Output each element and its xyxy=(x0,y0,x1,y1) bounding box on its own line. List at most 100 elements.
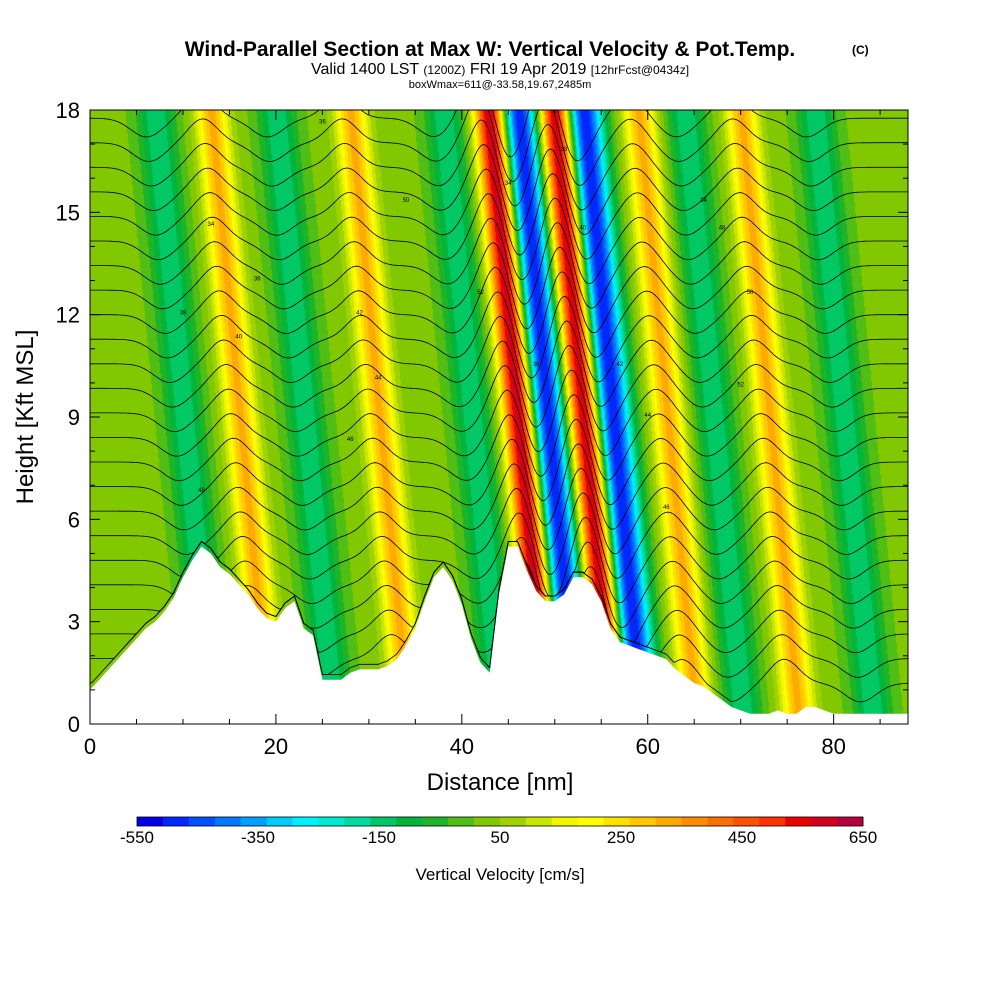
colorbar-tick-label: 450 xyxy=(728,828,756,847)
x-tick-label: 20 xyxy=(264,734,288,759)
colorbar-swatch xyxy=(785,817,812,826)
subtitle-date: FRI 19 Apr 2019 xyxy=(470,61,587,78)
subtitle-utc-time: (1200Z) xyxy=(423,63,465,77)
theta-contour xyxy=(90,168,908,260)
theta-contour-label: 46 xyxy=(663,505,670,511)
theta-contour-label: 52 xyxy=(477,290,484,296)
y-tick-label: 15 xyxy=(56,200,80,225)
theta-contour xyxy=(90,291,908,383)
theta-contour-label: 42 xyxy=(616,362,623,368)
colorbar-swatch xyxy=(370,817,397,826)
colorbar-tick-label: 50 xyxy=(491,828,510,847)
theta-contour-label: 36 xyxy=(319,120,326,126)
colorbar: -550 -350 -150 50 250 450 650 xyxy=(120,816,877,847)
x-tick-label: 60 xyxy=(635,734,659,759)
colorbar-swatch xyxy=(188,817,216,826)
theta-contour-label: 34 xyxy=(207,222,214,228)
colorbar-swatch xyxy=(474,817,501,826)
colorbar-swatch xyxy=(525,817,553,826)
title-copyright-mark: (C) xyxy=(852,43,869,57)
x-tick-label: 40 xyxy=(450,734,474,759)
y-tick-label: 3 xyxy=(68,610,80,635)
theta-contour-labels: 34 36 38 40 42 44 46 48 50 52 34 36 38 40 42 44 46 48 50 52… xyxy=(180,120,754,511)
colorbar-swatch xyxy=(681,817,708,826)
theta-contour xyxy=(90,119,908,211)
x-axis: 0 20 40 60 80 xyxy=(84,110,881,759)
theta-contour-label: 38 xyxy=(180,311,187,317)
colorbar-swatch xyxy=(318,817,345,826)
colorbar-tick-label: -150 xyxy=(362,828,396,847)
theta-contour-label: 48 xyxy=(198,488,205,494)
colorbar-tick-label: 250 xyxy=(607,828,635,847)
theta-contour xyxy=(90,242,908,334)
y-tick-label: 6 xyxy=(68,507,80,532)
y-tick-label: 9 xyxy=(68,405,80,430)
y-tick-label: 18 xyxy=(56,98,80,123)
chart-subtitle-box-wmax: boxWmax=611@-33.58,19.67,2485m xyxy=(409,79,592,91)
theta-contour xyxy=(90,110,908,162)
colorbar-swatch xyxy=(162,817,190,826)
theta-contour xyxy=(90,365,908,456)
theta-contour-label: 50 xyxy=(747,290,754,296)
colorbar-swatch xyxy=(396,817,423,826)
theta-contour xyxy=(90,389,908,481)
theta-contour-label: 44 xyxy=(375,375,382,381)
colorbar-swatch xyxy=(214,817,242,826)
x-tick-label: 0 xyxy=(84,734,96,759)
colorbar-swatch xyxy=(733,817,760,826)
colorbar-swatch xyxy=(603,817,630,826)
theta-contour-label: 44 xyxy=(644,413,651,419)
colorbar-swatch xyxy=(811,817,838,826)
colorbar-swatch xyxy=(759,817,786,826)
theta-contour-label: 50 xyxy=(403,198,410,204)
colorbar-swatch xyxy=(500,817,527,826)
colorbar-tick-label: -550 xyxy=(120,828,154,847)
theta-contour-label: 36 xyxy=(254,277,261,283)
theta-contour-label: 38 xyxy=(561,147,568,153)
colorbar-swatch xyxy=(292,817,319,826)
colorbar-swatch xyxy=(266,817,293,826)
colorbar-swatch xyxy=(837,817,864,826)
theta-contour xyxy=(90,463,908,555)
theta-contour-label: 36 xyxy=(533,362,540,368)
theta-contour-label: 46 xyxy=(347,437,354,443)
theta-contours xyxy=(90,110,908,703)
theta-contour xyxy=(90,414,908,506)
theta-contour xyxy=(90,266,908,358)
colorbar-swatch xyxy=(240,817,267,826)
theta-contour xyxy=(90,537,908,628)
colorbar-frame xyxy=(136,816,864,827)
y-tick-label: 12 xyxy=(56,303,80,328)
colorbar-swatch xyxy=(137,817,164,826)
theta-contour-label: 34 xyxy=(505,181,512,187)
theta-contour-label: 40 xyxy=(235,335,242,341)
theta-contour xyxy=(90,144,908,235)
plot-area: 34 36 38 40 42 44 46 48 50 52 34 36 38 40 42 44 46 48 50 52… xyxy=(90,110,908,724)
theta-contour xyxy=(90,512,908,604)
theta-contour xyxy=(90,110,908,186)
terrain xyxy=(90,546,908,724)
theta-contour-label: 48 xyxy=(719,225,726,231)
colorbar-swatch xyxy=(629,817,656,826)
colorbar-swatch xyxy=(422,817,449,826)
y-axis-label: Height [Kft MSL] xyxy=(12,330,39,505)
chart-subtitle: Valid 1400 LST (1200Z) FRI 19 Apr 2019 [… xyxy=(311,61,689,78)
colorbar-tick-label: 650 xyxy=(849,828,877,847)
colorbar-swatch xyxy=(707,817,734,826)
subtitle-valid-time: Valid 1400 LST xyxy=(311,61,419,78)
colorbar-swatch xyxy=(448,817,475,826)
colorbar-swatch xyxy=(577,817,605,826)
colorbar-swatch xyxy=(344,817,371,826)
theta-contour xyxy=(90,217,908,309)
theta-contour-label: 52 xyxy=(737,382,744,388)
theta-contour-label: 42 xyxy=(356,311,363,317)
theta-contour xyxy=(90,488,908,579)
theta-contour xyxy=(90,193,908,284)
theta-contour xyxy=(90,438,908,530)
theta-contour xyxy=(90,340,908,432)
colorbar-swatch xyxy=(655,817,682,826)
subtitle-forecast: [12hrFcst@0434z] xyxy=(591,63,689,77)
colorbar-label: Vertical Velocity [cm/s] xyxy=(415,865,584,884)
